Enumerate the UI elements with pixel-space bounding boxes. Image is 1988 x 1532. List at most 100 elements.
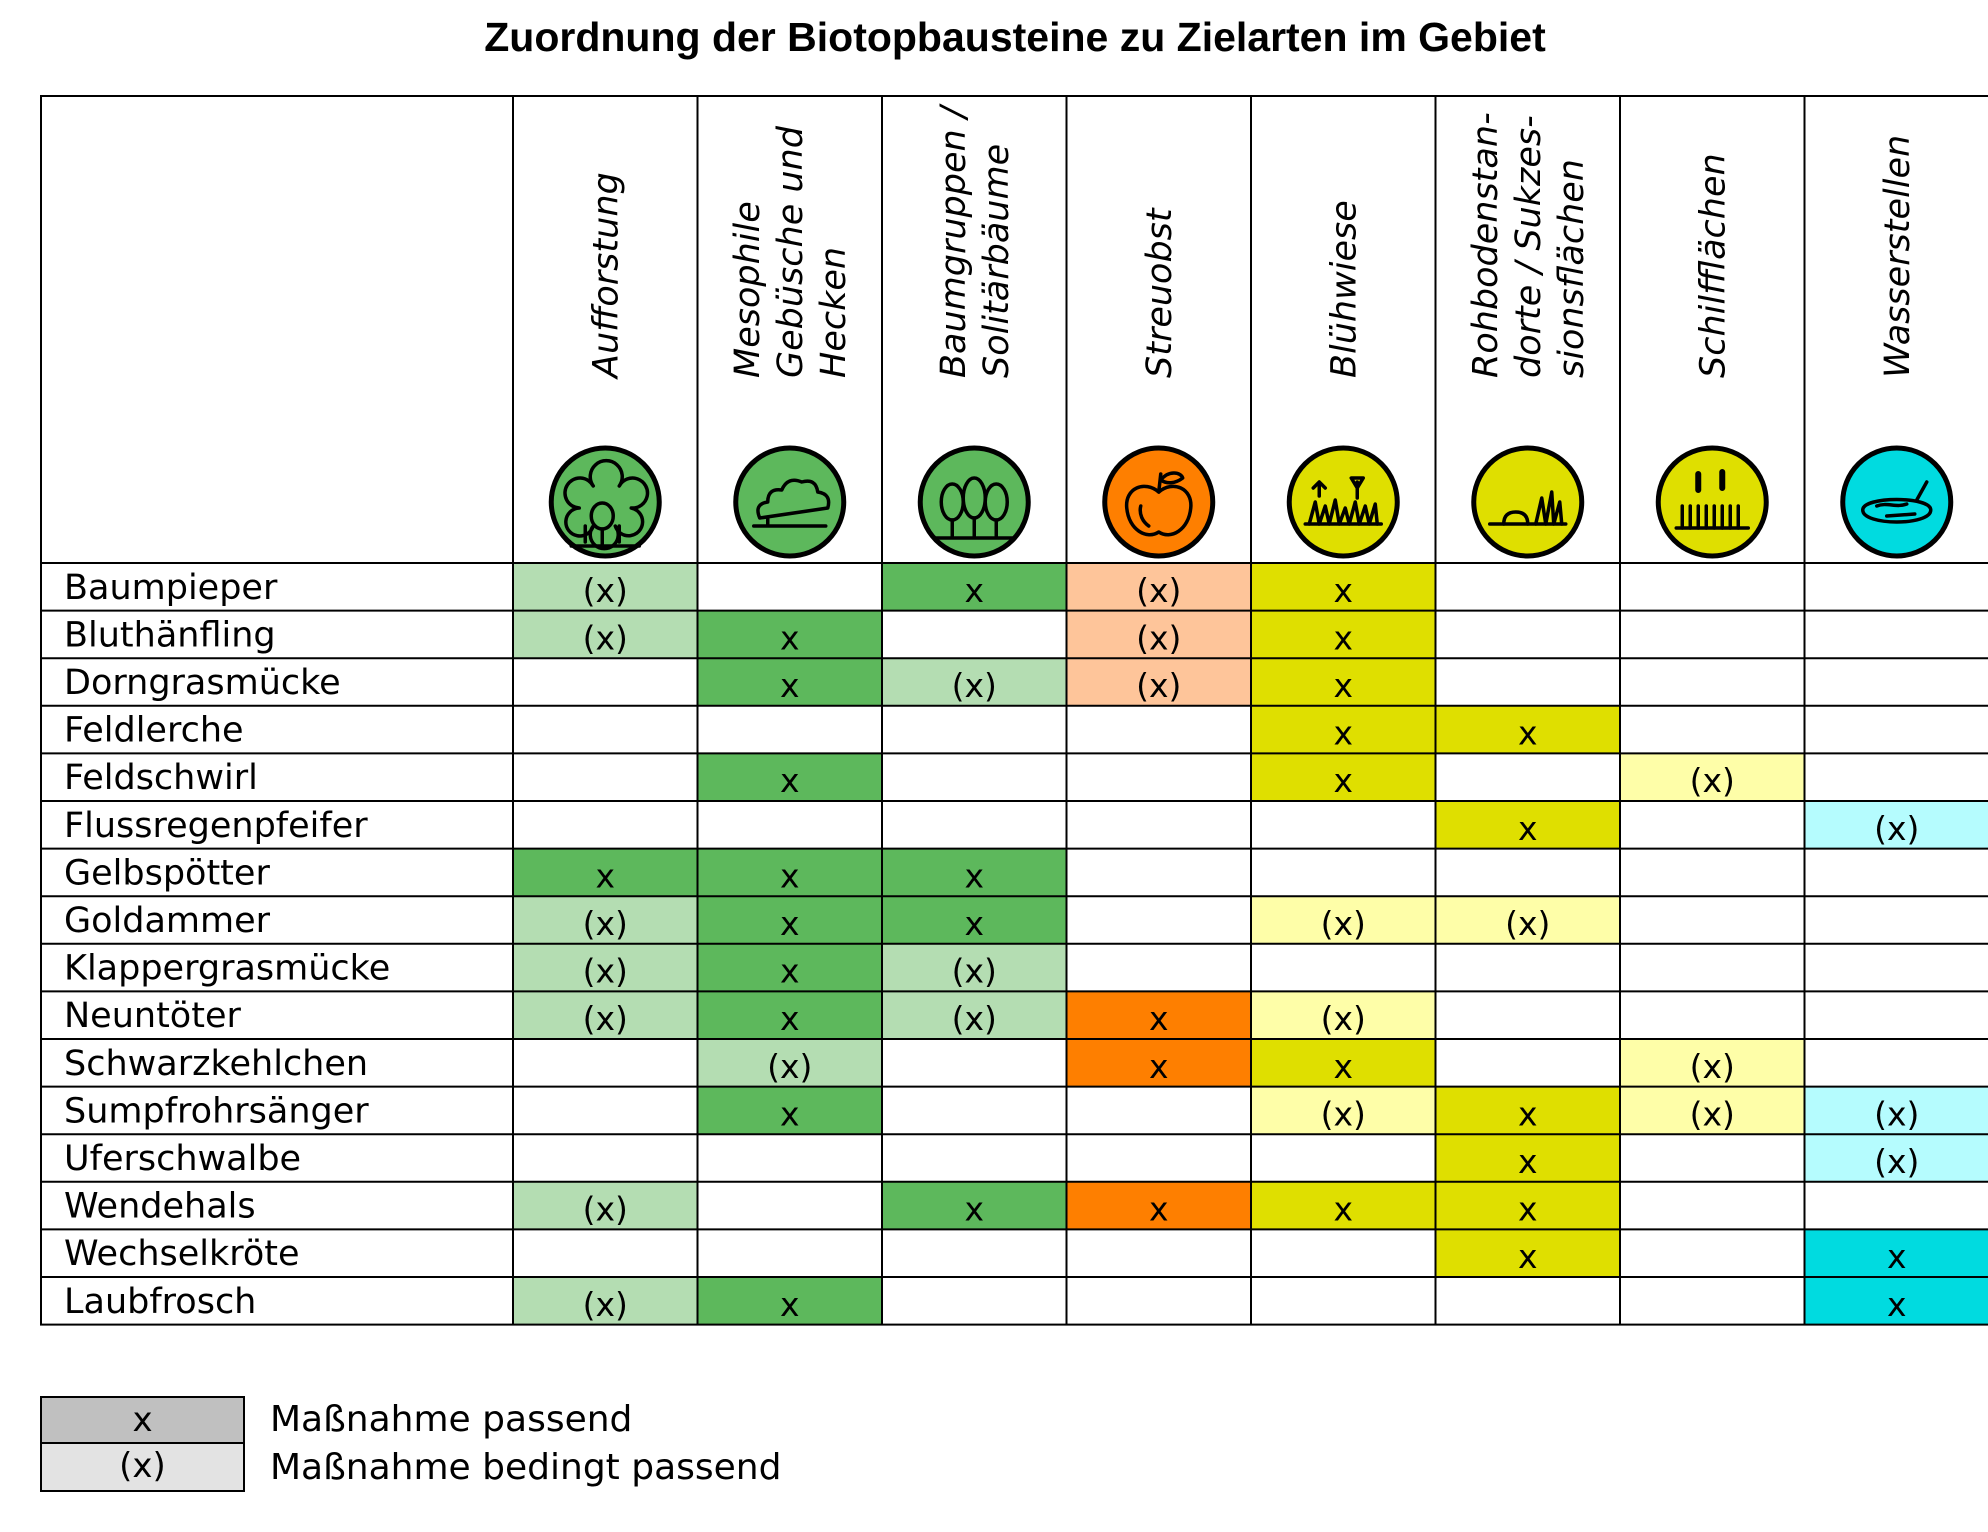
column-header-label: Aufforstung [586, 172, 626, 380]
cell-fill [882, 848, 1067, 897]
cell-fill [513, 848, 698, 897]
cell-mark: x [780, 1094, 800, 1133]
cell-fill [1066, 563, 1251, 611]
icon-stroke [1307, 498, 1379, 526]
forest-icon [548, 445, 662, 559]
cell-mark: (x) [952, 952, 997, 991]
cell-mark: x [1333, 1047, 1353, 1086]
species-label: Klappergrasmücke [64, 949, 390, 989]
icon-stroke [1861, 497, 1933, 524]
icon-stroke [752, 516, 828, 528]
cell-fill [697, 610, 882, 659]
species-label: Wechselkröte [64, 1234, 300, 1274]
cell-fill [513, 896, 698, 944]
pond-icon-disc [1840, 445, 1954, 559]
cell-fill [1251, 991, 1436, 1039]
cell-fill [1251, 896, 1436, 944]
raw-soil-icon-disc [1471, 445, 1585, 559]
cell-fill [1435, 1181, 1620, 1230]
cell-mark: x [964, 571, 984, 610]
species-label: Goldammer [64, 901, 271, 941]
icon-stroke [589, 501, 615, 531]
cell-mark: x [780, 666, 800, 705]
column-header-label: Streuobst [1140, 207, 1180, 378]
table-border [40, 95, 1988, 1326]
cell-fill [513, 563, 698, 611]
icon-stroke [1311, 476, 1365, 500]
cell-fill [1251, 563, 1436, 611]
cell-fill [697, 848, 882, 897]
cell-fill [697, 1277, 882, 1325]
cell-fill [882, 991, 1067, 1039]
cell-fill [1804, 1229, 1988, 1277]
cell-mark: (x) [583, 571, 628, 610]
cell-fill [513, 943, 698, 992]
column-header-label: Solitärbäume [977, 144, 1017, 378]
cell-fill [1251, 1086, 1436, 1135]
cell-mark: (x) [952, 999, 997, 1038]
legend-swatch-suitable: x [40, 1396, 245, 1444]
cell-fill [1435, 1086, 1620, 1135]
species-label: Feldschwirl [64, 758, 258, 798]
cell-mark: (x) [1874, 809, 1919, 848]
cell-mark: x [780, 952, 800, 991]
column-header: Rohbodenstan-dorte / Sukzes-sionsflächen [1466, 112, 1592, 378]
cell-mark: x [780, 618, 800, 657]
cell-mark: x [1518, 714, 1538, 753]
cell-fill [1620, 753, 1805, 801]
cell-mark: (x) [583, 1285, 628, 1324]
column-header-label: Rohbodenstan- [1466, 112, 1506, 378]
cell-fill [1435, 1134, 1620, 1182]
cell-mark: (x) [1690, 761, 1735, 800]
cell-mark: x [964, 1190, 984, 1229]
cell-fill [697, 943, 882, 992]
cell-mark: (x) [583, 999, 628, 1038]
column-header-label: Schilfflächen [1693, 153, 1733, 378]
cell-mark: x [1149, 1190, 1169, 1229]
icon-stroke [1124, 484, 1193, 537]
biotope-matrix: Baumpieper (x) x (x) x Bluthänfling (x) x (x) x Do… [40, 95, 1988, 1326]
cell-mark: x [1333, 618, 1353, 657]
cell-fill [1435, 801, 1620, 849]
cell-fill [1066, 658, 1251, 706]
legend: x Maßnahme passend (x) Maßnahme bedingt … [40, 1396, 940, 1492]
column-header: Blühwiese [1324, 200, 1364, 378]
legend-item-suitable: x Maßnahme passend [40, 1396, 940, 1444]
cell-mark: x [1333, 1190, 1353, 1229]
cell-fill [1804, 1277, 1988, 1325]
cell-fill [513, 1181, 698, 1230]
cell-fill [1804, 1086, 1988, 1135]
apple-icon [1102, 445, 1216, 559]
cell-fill [513, 1277, 698, 1325]
icon-stroke [756, 478, 831, 520]
shrub-icon [733, 445, 847, 559]
species-label: Schwarzkehlchen [64, 1044, 368, 1084]
column-header: Baumgruppen / Solitärbäume [934, 103, 1017, 378]
cell-fill [1251, 610, 1436, 659]
cell-mark: (x) [1136, 666, 1181, 705]
reed-icon [1655, 445, 1769, 559]
cell-mark: (x) [952, 666, 997, 705]
meadow-flowers-icon-disc [1286, 445, 1400, 559]
cell-fill [697, 658, 882, 706]
cell-mark: (x) [1690, 1094, 1735, 1133]
cell-fill [1251, 1181, 1436, 1230]
cell-mark: x [1518, 1237, 1538, 1276]
icon-stroke [1138, 504, 1151, 528]
cell-mark: x [1149, 1047, 1169, 1086]
cell-fill [882, 658, 1067, 706]
cell-fill [697, 1086, 882, 1135]
cell-fill [1435, 896, 1620, 944]
column-header: Wasserstellen [1878, 135, 1918, 378]
cell-fill [697, 1039, 882, 1087]
icon-stroke [1157, 471, 1185, 494]
reed-icon-disc [1655, 445, 1769, 559]
cell-mark: x [964, 856, 984, 895]
apple-icon-disc [1102, 445, 1216, 559]
raw-soil-icon [1471, 445, 1585, 559]
cell-mark: (x) [583, 904, 628, 943]
cell-mark: x [1149, 999, 1169, 1038]
column-header-label: Mesophile [728, 201, 768, 378]
cell-mark: x [1887, 1237, 1907, 1276]
cell-mark: (x) [1874, 1094, 1919, 1133]
